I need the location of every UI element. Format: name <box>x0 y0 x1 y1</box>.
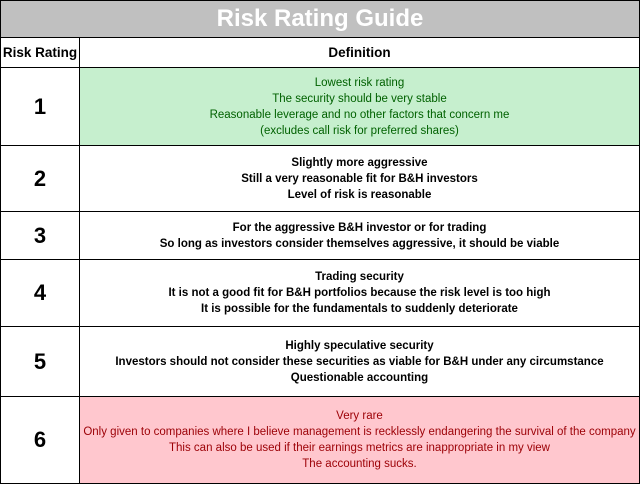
definition-cell: Highly speculative security Investors sh… <box>79 326 640 397</box>
definition-line: So long as investors consider themselves… <box>159 237 560 250</box>
table-row-rating-6: 6 Very rare Only given to companies wher… <box>0 396 640 484</box>
risk-rating-table: Risk Rating Definition 1 Lowest risk rat… <box>0 37 640 484</box>
definition-line: Questionable accounting <box>290 371 429 384</box>
table-row-rating-5: 5 Highly speculative security Investors … <box>0 326 640 397</box>
definition-line: The accounting sucks. <box>302 458 417 470</box>
definition-line: (excludes call risk for preferred shares… <box>260 124 459 137</box>
rating-value: 2 <box>0 145 80 212</box>
page-title: Risk Rating Guide <box>216 5 424 32</box>
definition-line: Only given to companies where I believe … <box>83 426 636 438</box>
definition-cell: Very rare Only given to companies where … <box>79 396 640 484</box>
definition-line: Very rare <box>336 410 383 422</box>
definition-cell: Lowest risk rating The security should b… <box>79 67 640 146</box>
definition-line: Level of risk is reasonable <box>287 188 432 201</box>
definition-line: Reasonable leverage and no other factors… <box>209 108 510 121</box>
definition-line: This can also be used if their earnings … <box>169 442 550 454</box>
header-risk-rating: Risk Rating <box>0 37 80 68</box>
rating-value: 3 <box>0 211 80 260</box>
definition-line: Slightly more aggressive <box>291 156 428 169</box>
rating-value: 1 <box>0 67 80 146</box>
definition-line: Investors should not consider these secu… <box>115 355 604 368</box>
definition-line: For the aggressive B&H investor or for t… <box>232 221 487 234</box>
definition-line: It is possible for the fundamentals to s… <box>201 303 518 315</box>
rating-value: 6 <box>0 396 80 484</box>
definition-line: Trading security <box>315 271 404 283</box>
rating-value: 4 <box>0 259 80 327</box>
table-row-rating-2: 2 Slightly more aggressive Still a very … <box>0 145 640 212</box>
header-definition: Definition <box>79 37 640 68</box>
definition-line: Still a very reasonable fit for B&H inve… <box>241 172 478 185</box>
rating-value: 5 <box>0 326 80 397</box>
header-row: Risk Rating Definition <box>0 37 640 68</box>
definition-line: Highly speculative security <box>285 339 434 352</box>
title-banner: Risk Rating Guide <box>0 0 640 38</box>
definition-cell: Trading security It is not a good fit fo… <box>79 259 640 327</box>
table-row-rating-4: 4 Trading security It is not a good fit … <box>0 259 640 327</box>
table-row-rating-1: 1 Lowest risk rating The security should… <box>0 67 640 146</box>
definition-line: Lowest risk rating <box>314 76 405 89</box>
definition-cell: For the aggressive B&H investor or for t… <box>79 211 640 260</box>
table-row-rating-3: 3 For the aggressive B&H investor or for… <box>0 211 640 260</box>
definition-line: It is not a good fit for B&H portfolios … <box>168 287 551 299</box>
definition-line: The security should be very stable <box>272 92 447 105</box>
definition-cell: Slightly more aggressive Still a very re… <box>79 145 640 212</box>
